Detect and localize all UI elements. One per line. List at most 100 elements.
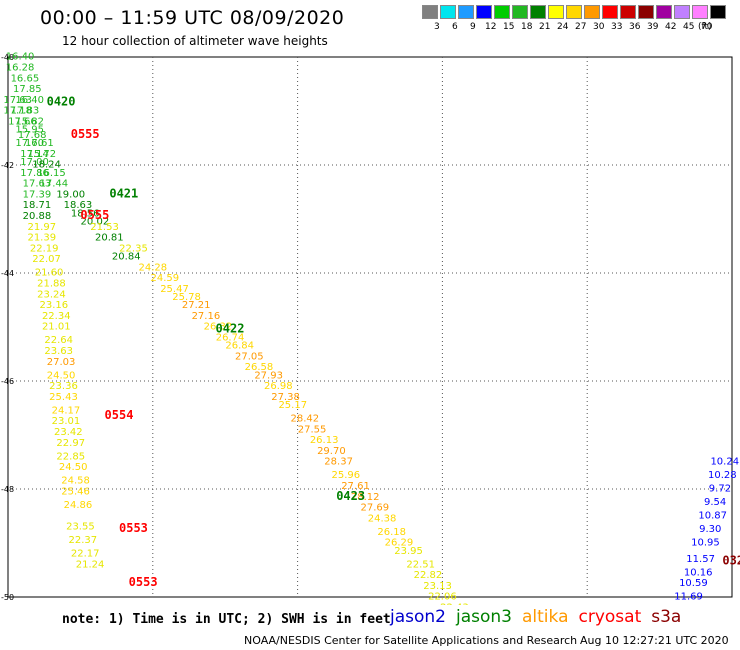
pass-time-label: 0554 [105, 408, 134, 422]
wave-height-value: 17.39 [23, 189, 52, 200]
wave-height-value: 9.72 [709, 484, 731, 495]
legend-label: 39 [647, 22, 659, 32]
wave-height-value: 20.84 [112, 252, 141, 263]
wave-height-value: 21.39 [27, 233, 56, 244]
wave-height-value: 10.28 [708, 470, 737, 481]
wave-height-value: 26.84 [225, 341, 254, 352]
wave-height-value: 27.16 [192, 311, 221, 322]
legend-swatch [494, 5, 510, 19]
wave-height-value: 26.98 [264, 381, 293, 392]
wave-height-value: 23.95 [394, 546, 423, 557]
satellite-name: jason3 [456, 607, 512, 627]
wave-height-value: 24.59 [151, 273, 180, 284]
wave-height-value: 22.37 [68, 535, 97, 546]
legend-label: 9 [470, 22, 476, 32]
wave-height-value: 26.13 [310, 435, 339, 446]
wave-height-value: 27.03 [47, 357, 76, 368]
wave-height-value: 10.16 [684, 567, 713, 578]
wave-height-value: 10.59 [679, 578, 708, 589]
pass-time-label: 0421 [109, 186, 138, 200]
legend-swatch [440, 5, 456, 19]
wave-height-value: 29.70 [317, 446, 346, 457]
y-tick-label: -44 [1, 269, 14, 278]
wave-height-value: 17.63 [3, 95, 32, 106]
wave-height-value: 18.71 [23, 200, 52, 211]
pass-time-label: 0423 [336, 489, 365, 503]
y-tick-label: -40 [1, 53, 14, 62]
wave-height-value: 24.38 [368, 513, 397, 524]
legend-label: 21 [539, 22, 551, 32]
y-tick-label: -48 [1, 485, 14, 494]
footer-note: note: 1) Time is in UTC; 2) SWH is in fe… [62, 612, 391, 627]
legend-label: 3 [434, 22, 440, 32]
legend-swatch [422, 5, 438, 19]
wave-height-value: 15.72 [27, 149, 56, 160]
satellite-name: s3a [651, 607, 682, 627]
wave-height-value: 22.64 [44, 335, 73, 346]
satellite-name: jason2 [390, 607, 446, 627]
y-tick-label: -46 [1, 377, 14, 386]
wave-height-value: 25.78 [172, 292, 201, 303]
wave-height-value: 22.51 [406, 559, 435, 570]
wave-height-value: 27.61 [341, 481, 370, 492]
wave-height-value: 20.81 [95, 233, 124, 244]
y-tick-label: -42 [1, 161, 14, 170]
wave-height-value: 17.66 [8, 117, 37, 128]
wave-height-value: 17.18 [3, 106, 32, 117]
timestamp: Aug 10 12:27:21 UTC 2020 [580, 634, 729, 647]
plot-frame [7, 56, 733, 598]
wave-height-value: 22.19 [30, 243, 59, 254]
wave-height-value: 15.82 [15, 117, 44, 128]
wave-height-value: 21.88 [37, 279, 66, 290]
wave-height-value: 26.29 [385, 538, 414, 549]
wave-height-value: 16.40 [6, 52, 35, 63]
wave-height-value: 27.69 [361, 503, 390, 514]
wave-height-value: 21.60 [35, 268, 64, 279]
wave-height-value: 27.93 [254, 370, 283, 381]
wave-height-value: 21.24 [76, 559, 105, 570]
legend-swatch [674, 5, 690, 19]
wave-height-value: 24.58 [61, 476, 90, 487]
wave-height-value: 16.15 [37, 168, 66, 179]
wave-height-value: 22.06 [428, 592, 457, 603]
wave-height-value: 21.97 [27, 222, 56, 233]
wave-height-value: 27.05 [235, 351, 264, 362]
wave-height-value: 17.14 [20, 149, 49, 160]
wave-height-value: 23.24 [37, 289, 66, 300]
legend-label: 36 [629, 22, 641, 32]
legend-swatch [566, 5, 582, 19]
satellite-key: jason2 jason3 altika cryosat s3a [390, 607, 691, 627]
legend-swatch [584, 5, 600, 19]
pass-time-label: 0420 [47, 95, 76, 109]
wave-height-value: 28.42 [291, 414, 320, 425]
pass-time-label: 0553 [129, 575, 158, 589]
wave-height-value: 26.18 [377, 527, 406, 538]
wave-height-value: 23.13 [423, 581, 452, 592]
legend-label: 42 [665, 22, 677, 32]
wave-height-value: 10.24 [710, 457, 739, 468]
wave-height-value: 9.30 [699, 524, 721, 535]
wave-height-value: 15.95 [15, 125, 44, 136]
legend-swatch [656, 5, 672, 19]
wave-height-value: 17.86 [20, 168, 49, 179]
legend-swatch [638, 5, 654, 19]
wave-height-value: 27.21 [182, 300, 211, 311]
wave-height-value: 18.56 [71, 208, 100, 219]
pass-time-label: 0555 [80, 208, 109, 222]
pass-time-label: 0422 [216, 321, 245, 335]
wave-height-value: 17.61 [25, 138, 54, 149]
wave-height-value: 16.40 [15, 95, 44, 106]
altimeter-plot: 757881848790-40-42-44-46-48-5016.4016.28… [1, 52, 740, 605]
wave-height-value: 22.07 [32, 254, 61, 265]
wave-height-value: 17.44 [40, 179, 69, 190]
legend-swatch [530, 5, 546, 19]
legend-label: 12 [485, 22, 497, 32]
y-tick-label: -50 [1, 593, 14, 602]
legend-label: 6 [452, 22, 458, 32]
wave-height-value: 26.58 [245, 362, 274, 373]
wave-height-value: 23.63 [44, 346, 73, 357]
legend-swatch [602, 5, 618, 19]
wave-height-value: 24.50 [59, 462, 88, 473]
legend-label: 24 [557, 22, 569, 32]
wave-height-value: 21.01 [42, 322, 71, 333]
